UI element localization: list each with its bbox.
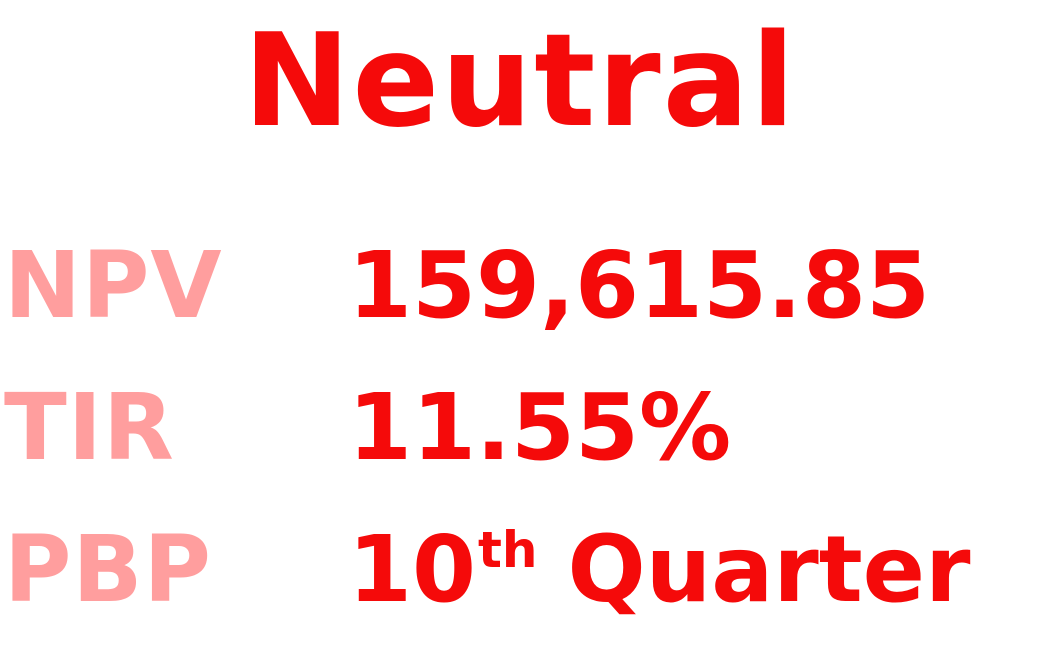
metric-row-pbp: PBP 10th Quarter bbox=[0, 520, 1040, 620]
pbp-ordinal-suffix: th bbox=[478, 521, 538, 579]
scenario-title: Neutral bbox=[243, 7, 797, 156]
tir-label: TIR bbox=[4, 374, 175, 481]
npv-label: NPV bbox=[4, 232, 223, 339]
pbp-label: PBP bbox=[4, 516, 212, 623]
pbp-value: 10th Quarter bbox=[348, 520, 970, 620]
tir-value: 11.55% bbox=[348, 374, 732, 481]
pbp-number: 10 bbox=[348, 516, 477, 623]
metric-row-npv: NPV 159,615.85 bbox=[0, 236, 1040, 336]
metric-row-tir: TIR 11.55% bbox=[0, 378, 1040, 478]
npv-value: 159,615.85 bbox=[348, 232, 931, 339]
pbp-unit: Quarter bbox=[567, 516, 971, 623]
